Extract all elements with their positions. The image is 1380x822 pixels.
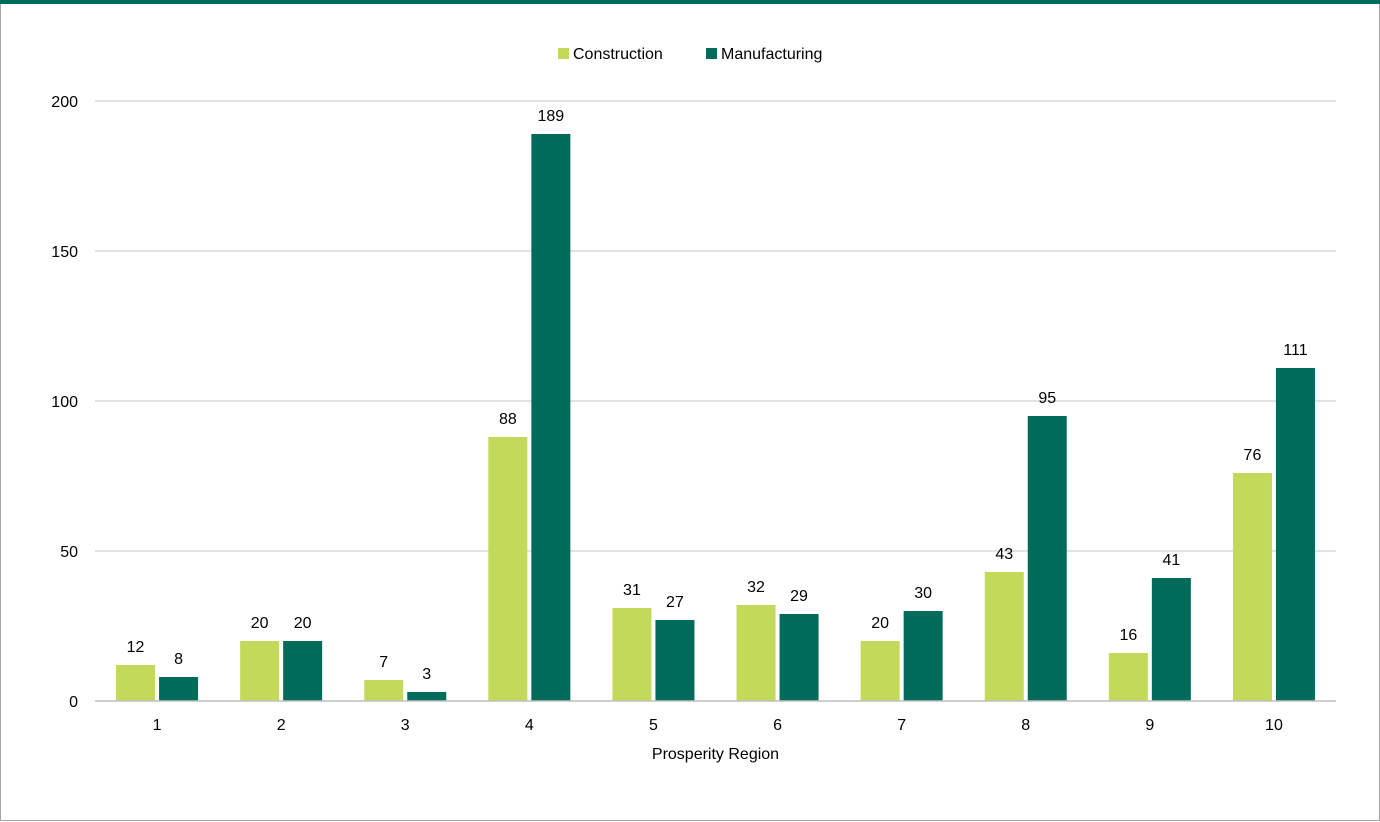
data-labels: 12 8 20 20 7 3 88 189 31 27 32 29 20 30 43 95 16 41 76 111 <box>127 108 1308 683</box>
x-tick-label: 8 <box>1021 717 1030 734</box>
x-axis-ticks: 1 2 3 4 5 6 7 8 9 10 <box>153 717 1283 734</box>
bar-construction-9 <box>1108 653 1148 701</box>
data-label-construction-3: 7 <box>379 654 388 671</box>
legend: Construction Manufacturing <box>558 46 822 63</box>
bar-construction-6 <box>736 605 776 701</box>
bar-manufacturing-10 <box>1275 368 1315 701</box>
data-label-construction-2: 20 <box>251 615 269 632</box>
legend-label-construction: Construction <box>573 46 663 63</box>
data-label-manufacturing-6: 29 <box>790 588 808 605</box>
bar-construction-8 <box>984 572 1024 701</box>
bar-construction-7 <box>860 641 900 701</box>
data-label-construction-5: 31 <box>623 582 641 599</box>
data-label-manufacturing-8: 95 <box>1038 390 1056 407</box>
x-tick-label: 4 <box>525 717 534 734</box>
data-label-construction-9: 16 <box>1119 627 1137 644</box>
x-tick-label: 5 <box>649 717 658 734</box>
legend-label-manufacturing: Manufacturing <box>721 46 822 63</box>
bar-manufacturing-1 <box>159 677 199 701</box>
y-axis-ticks: 0 50 100 150 200 <box>51 94 78 711</box>
bars <box>116 134 1315 701</box>
bar-manufacturing-3 <box>407 692 447 701</box>
top-accent-bar <box>0 0 1380 4</box>
data-label-manufacturing-7: 30 <box>914 585 932 602</box>
y-tick-label: 0 <box>69 694 78 711</box>
x-tick-label: 6 <box>773 717 782 734</box>
legend-swatch-manufacturing <box>706 48 717 59</box>
data-label-manufacturing-5: 27 <box>666 594 684 611</box>
bar-manufacturing-4 <box>531 134 571 701</box>
data-label-manufacturing-4: 189 <box>537 108 564 125</box>
data-label-manufacturing-1: 8 <box>174 651 183 668</box>
data-label-construction-1: 12 <box>127 639 145 656</box>
bar-manufacturing-7 <box>903 611 943 701</box>
y-tick-label: 200 <box>51 94 78 111</box>
x-tick-label: 7 <box>897 717 906 734</box>
bar-manufacturing-9 <box>1151 578 1191 701</box>
data-label-manufacturing-2: 20 <box>294 615 312 632</box>
data-label-construction-10: 76 <box>1244 447 1262 464</box>
data-label-manufacturing-3: 3 <box>422 666 431 683</box>
y-tick-label: 50 <box>60 544 78 561</box>
x-tick-label: 10 <box>1265 717 1283 734</box>
bar-construction-3 <box>364 680 404 701</box>
data-label-construction-7: 20 <box>871 615 889 632</box>
x-tick-label: 2 <box>277 717 286 734</box>
bar-manufacturing-6 <box>779 614 819 701</box>
data-label-manufacturing-9: 41 <box>1162 552 1180 569</box>
data-label-construction-8: 43 <box>995 546 1013 563</box>
data-label-construction-6: 32 <box>747 579 765 596</box>
legend-swatch-construction <box>558 48 569 59</box>
bar-construction-1 <box>116 665 156 701</box>
x-axis-title: Prosperity Region <box>652 746 779 763</box>
bar-manufacturing-8 <box>1027 416 1067 701</box>
gridlines <box>95 100 1336 552</box>
bar-construction-4 <box>488 437 528 701</box>
x-tick-label: 9 <box>1145 717 1154 734</box>
bar-construction-5 <box>612 608 652 701</box>
x-tick-label: 1 <box>153 717 162 734</box>
bar-construction-10 <box>1232 473 1272 701</box>
x-tick-label: 3 <box>401 717 410 734</box>
bar-manufacturing-5 <box>655 620 695 701</box>
data-label-manufacturing-10: 111 <box>1283 342 1307 359</box>
y-tick-label: 150 <box>51 244 78 261</box>
bar-manufacturing-2 <box>283 641 323 701</box>
bar-construction-2 <box>240 641 280 701</box>
y-tick-label: 100 <box>51 394 78 411</box>
data-label-construction-4: 88 <box>499 411 517 428</box>
